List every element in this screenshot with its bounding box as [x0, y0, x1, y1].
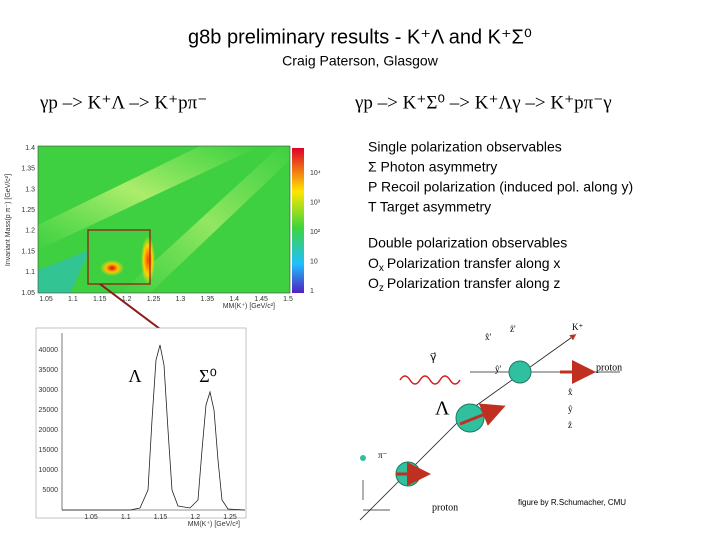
x-tick-label: 1.15: [154, 514, 168, 521]
y-tick-label: 35000: [39, 367, 59, 374]
y-tick-label: 1.3: [25, 186, 35, 193]
label: K⁺: [572, 322, 583, 332]
x-tick-label: 1.05: [84, 514, 98, 521]
item: T Target asymmetry: [368, 199, 491, 215]
y-tick-label: 5000: [42, 487, 58, 494]
lambda: [455, 403, 485, 433]
x-tick-label: 1.3: [176, 296, 186, 303]
x-tick-label: 1.4: [229, 296, 239, 303]
label: ẑ': [510, 324, 516, 334]
text: Polarization transfer along x: [387, 255, 561, 271]
y-tick-label: 1.25: [21, 207, 35, 214]
label: Λ: [435, 398, 450, 420]
double-block: Double polarization observables Ox Polari…: [368, 235, 567, 294]
x-tick-label: 1.15: [93, 296, 107, 303]
label: γ⃗: [430, 352, 437, 364]
peak: [100, 260, 124, 276]
symbol: O: [368, 275, 379, 291]
x-tick-label: 1.35: [201, 296, 215, 303]
text: Polarization transfer along z: [387, 275, 561, 291]
label: proton: [596, 362, 622, 373]
peak-label: Λ: [128, 366, 141, 386]
caption: figure by R.Schumacher, CMU: [518, 498, 626, 507]
target: [508, 360, 532, 384]
x-tick-label: 1.1: [68, 296, 78, 303]
x-tick-label: 1.05: [39, 296, 53, 303]
title: g8b preliminary results - K⁺Λ and K⁺Σ⁰: [188, 26, 532, 48]
heading: Single polarization observables: [368, 139, 562, 155]
reaction: γp –> K⁺Λ –> K⁺pπ⁻: [39, 92, 207, 113]
subtitle: Craig Paterson, Glasgow: [282, 53, 439, 69]
y-label: Invariant Mass(p π⁻) [GeV/c²]: [5, 174, 12, 266]
y-tick-label: 1.2: [25, 228, 35, 235]
band: [120, 146, 290, 293]
x-label: MM(K⁺) [GeV/c²]: [188, 521, 240, 528]
item: P Recoil polarization (induced pol. alon…: [368, 179, 633, 195]
sub: z: [379, 283, 384, 294]
x-label: MM(K⁺) [GeV/c²]: [223, 303, 275, 310]
y-tick-label: 1.15: [21, 248, 35, 255]
x-tick-label: 1.25: [147, 296, 161, 303]
colorbar-label: 10⁴: [310, 170, 321, 177]
peak: [141, 236, 155, 284]
label: ŷ': [495, 364, 502, 374]
symbol: O: [368, 255, 379, 271]
sub: x: [379, 263, 384, 274]
y-tick-label: 20000: [39, 427, 59, 434]
pion: [360, 455, 366, 461]
frame: [35, 327, 247, 519]
y-tick-label: 1.05: [21, 290, 35, 297]
label: x̂: [568, 387, 573, 397]
x-tick-label: 1.2: [122, 296, 132, 303]
label: π⁻: [378, 450, 388, 460]
label: ẑ: [568, 420, 572, 430]
label: proton: [432, 502, 458, 513]
heading: Double polarization observables: [368, 235, 567, 251]
spectrum: [62, 344, 246, 511]
frame: [37, 145, 291, 294]
y-tick-label: 40000: [39, 347, 59, 354]
colorbar-label: 10³: [310, 199, 321, 206]
y-tick-label: 1.1: [25, 269, 35, 276]
peak-label: Σ⁰: [199, 366, 217, 386]
y-tick-label: 10000: [39, 467, 59, 474]
arrow: [459, 403, 506, 426]
colorbar-label: 10: [310, 258, 318, 265]
histogram: Λ Σ⁰ MM(K⁺) [GeV/c²] 40000 35000 30000 2500…: [35, 327, 247, 528]
x-tick-label: 1.2: [190, 514, 200, 521]
x-tick-label: 1.5: [283, 296, 293, 303]
reaction: γp –> K⁺Σ⁰ –> K⁺Λγ –> K⁺pπ⁻γ: [354, 92, 612, 113]
item: Oz Polarization transfer along z: [368, 275, 560, 294]
diagram: K⁺ γ⃗ proton Λ π⁻ proton x̂' ẑ' ŷ' x̂ ŷ …: [359, 322, 626, 521]
colorbar-label: 1: [310, 288, 314, 295]
label: x̂': [485, 332, 492, 342]
heatmap: Invariant Mass(p π⁻) [GeV/c²] MM(K⁺) [Ge…: [5, 145, 321, 310]
x-tick-label: 1.1: [121, 514, 131, 521]
y-tick-label: 30000: [39, 387, 59, 394]
y-tick-label: 15000: [39, 447, 59, 454]
y-tick-label: 1.35: [21, 166, 35, 173]
y-tick-label: 25000: [39, 407, 59, 414]
colorbar-label: 10²: [310, 229, 321, 236]
single-block: Single polarization observables Σ Photon…: [368, 139, 633, 215]
colorbar: [292, 148, 304, 293]
x-tick-label: 1.25: [223, 514, 237, 521]
selection-box: [87, 229, 151, 285]
y-tick-label: 1.4: [25, 145, 35, 152]
band: [38, 146, 260, 250]
item: Σ Photon asymmetry: [368, 159, 497, 175]
label: ŷ: [568, 404, 573, 414]
photon: [399, 375, 461, 385]
x-tick-label: 1.45: [254, 296, 268, 303]
band: [38, 250, 90, 293]
item: Ox Polarization transfer along x: [368, 255, 560, 274]
